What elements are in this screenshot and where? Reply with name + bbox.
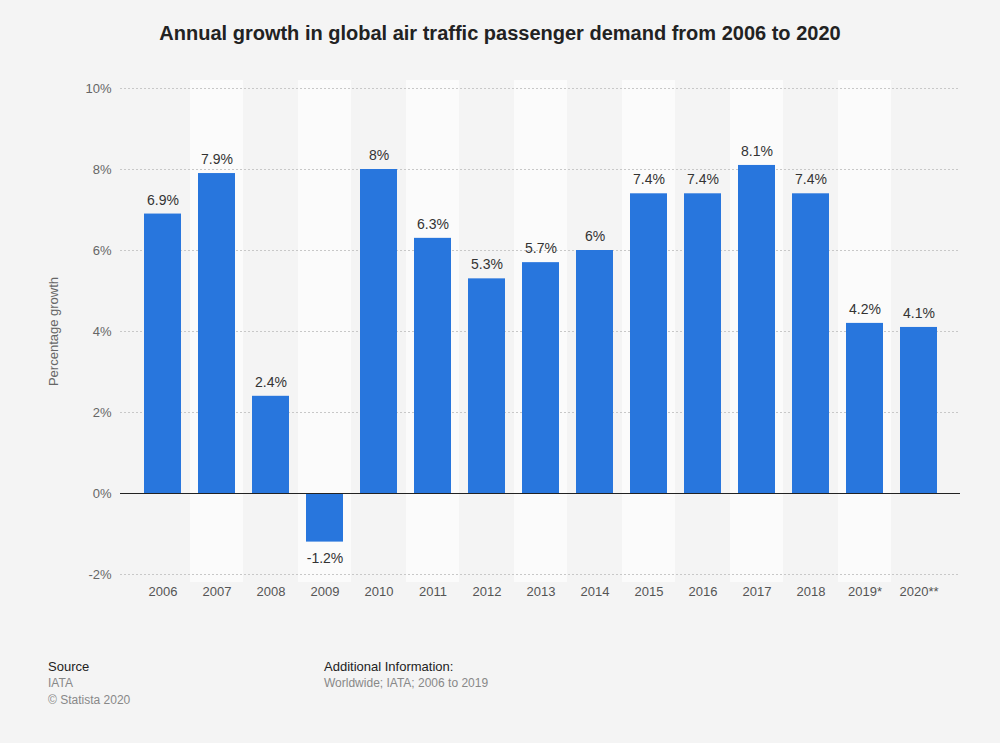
svg-text:2017: 2017 — [743, 584, 772, 599]
svg-text:2.4%: 2.4% — [255, 374, 287, 390]
svg-text:5.7%: 5.7% — [525, 240, 557, 256]
svg-text:2016: 2016 — [689, 584, 718, 599]
svg-text:8.1%: 8.1% — [741, 143, 773, 159]
svg-text:5.3%: 5.3% — [471, 256, 503, 272]
html-text:Source: Source — [48, 659, 90, 674]
svg-text:7.4%: 7.4% — [687, 171, 719, 187]
svg-text:2006: 2006 — [149, 584, 178, 599]
svg-text:-1.2%: -1.2% — [307, 550, 344, 566]
svg-text:2015: 2015 — [635, 584, 664, 599]
html-text:Worldwide; IATA; 2006 to 2019: Worldwide; IATA; 2006 to 2019 — [324, 676, 489, 690]
svg-text:2020**: 2020** — [899, 584, 938, 599]
svg-text:2018: 2018 — [797, 584, 826, 599]
svg-text:10%: 10% — [85, 81, 111, 96]
svg-text:2019*: 2019* — [848, 584, 882, 599]
svg-text:2010: 2010 — [365, 584, 394, 599]
svg-text:7.4%: 7.4% — [795, 171, 827, 187]
html-text:Annual growth in global air tr: Annual growth in global air traffic pass… — [159, 22, 841, 44]
svg-text:-2%: -2% — [88, 567, 112, 582]
svg-text:2011: 2011 — [419, 584, 447, 599]
svg-text:7.4%: 7.4% — [633, 171, 665, 187]
svg-text:4%: 4% — [93, 324, 112, 339]
html-text:© Statista 2020: © Statista 2020 — [48, 693, 131, 707]
svg-text:0%: 0% — [93, 486, 112, 501]
svg-text:Percentage growth: Percentage growth — [46, 277, 61, 386]
svg-text:2008: 2008 — [257, 584, 286, 599]
svg-text:6%: 6% — [93, 243, 112, 258]
svg-text:6.9%: 6.9% — [147, 192, 179, 208]
svg-text:2007: 2007 — [203, 584, 232, 599]
html-text:Additional Information:: Additional Information: — [324, 659, 454, 674]
svg-text:2013: 2013 — [527, 584, 556, 599]
html-text:IATA: IATA — [48, 676, 73, 690]
svg-text:4.1%: 4.1% — [903, 305, 935, 321]
svg-text:2%: 2% — [93, 405, 112, 420]
svg-text:8%: 8% — [93, 162, 112, 177]
svg-text:2012: 2012 — [473, 584, 502, 599]
svg-text:8%: 8% — [369, 147, 389, 163]
svg-text:4.2%: 4.2% — [849, 301, 881, 317]
svg-text:6%: 6% — [585, 228, 605, 244]
svg-text:2014: 2014 — [581, 584, 610, 599]
svg-text:2009: 2009 — [311, 584, 340, 599]
svg-text:6.3%: 6.3% — [417, 216, 449, 232]
svg-text:7.9%: 7.9% — [201, 151, 233, 167]
